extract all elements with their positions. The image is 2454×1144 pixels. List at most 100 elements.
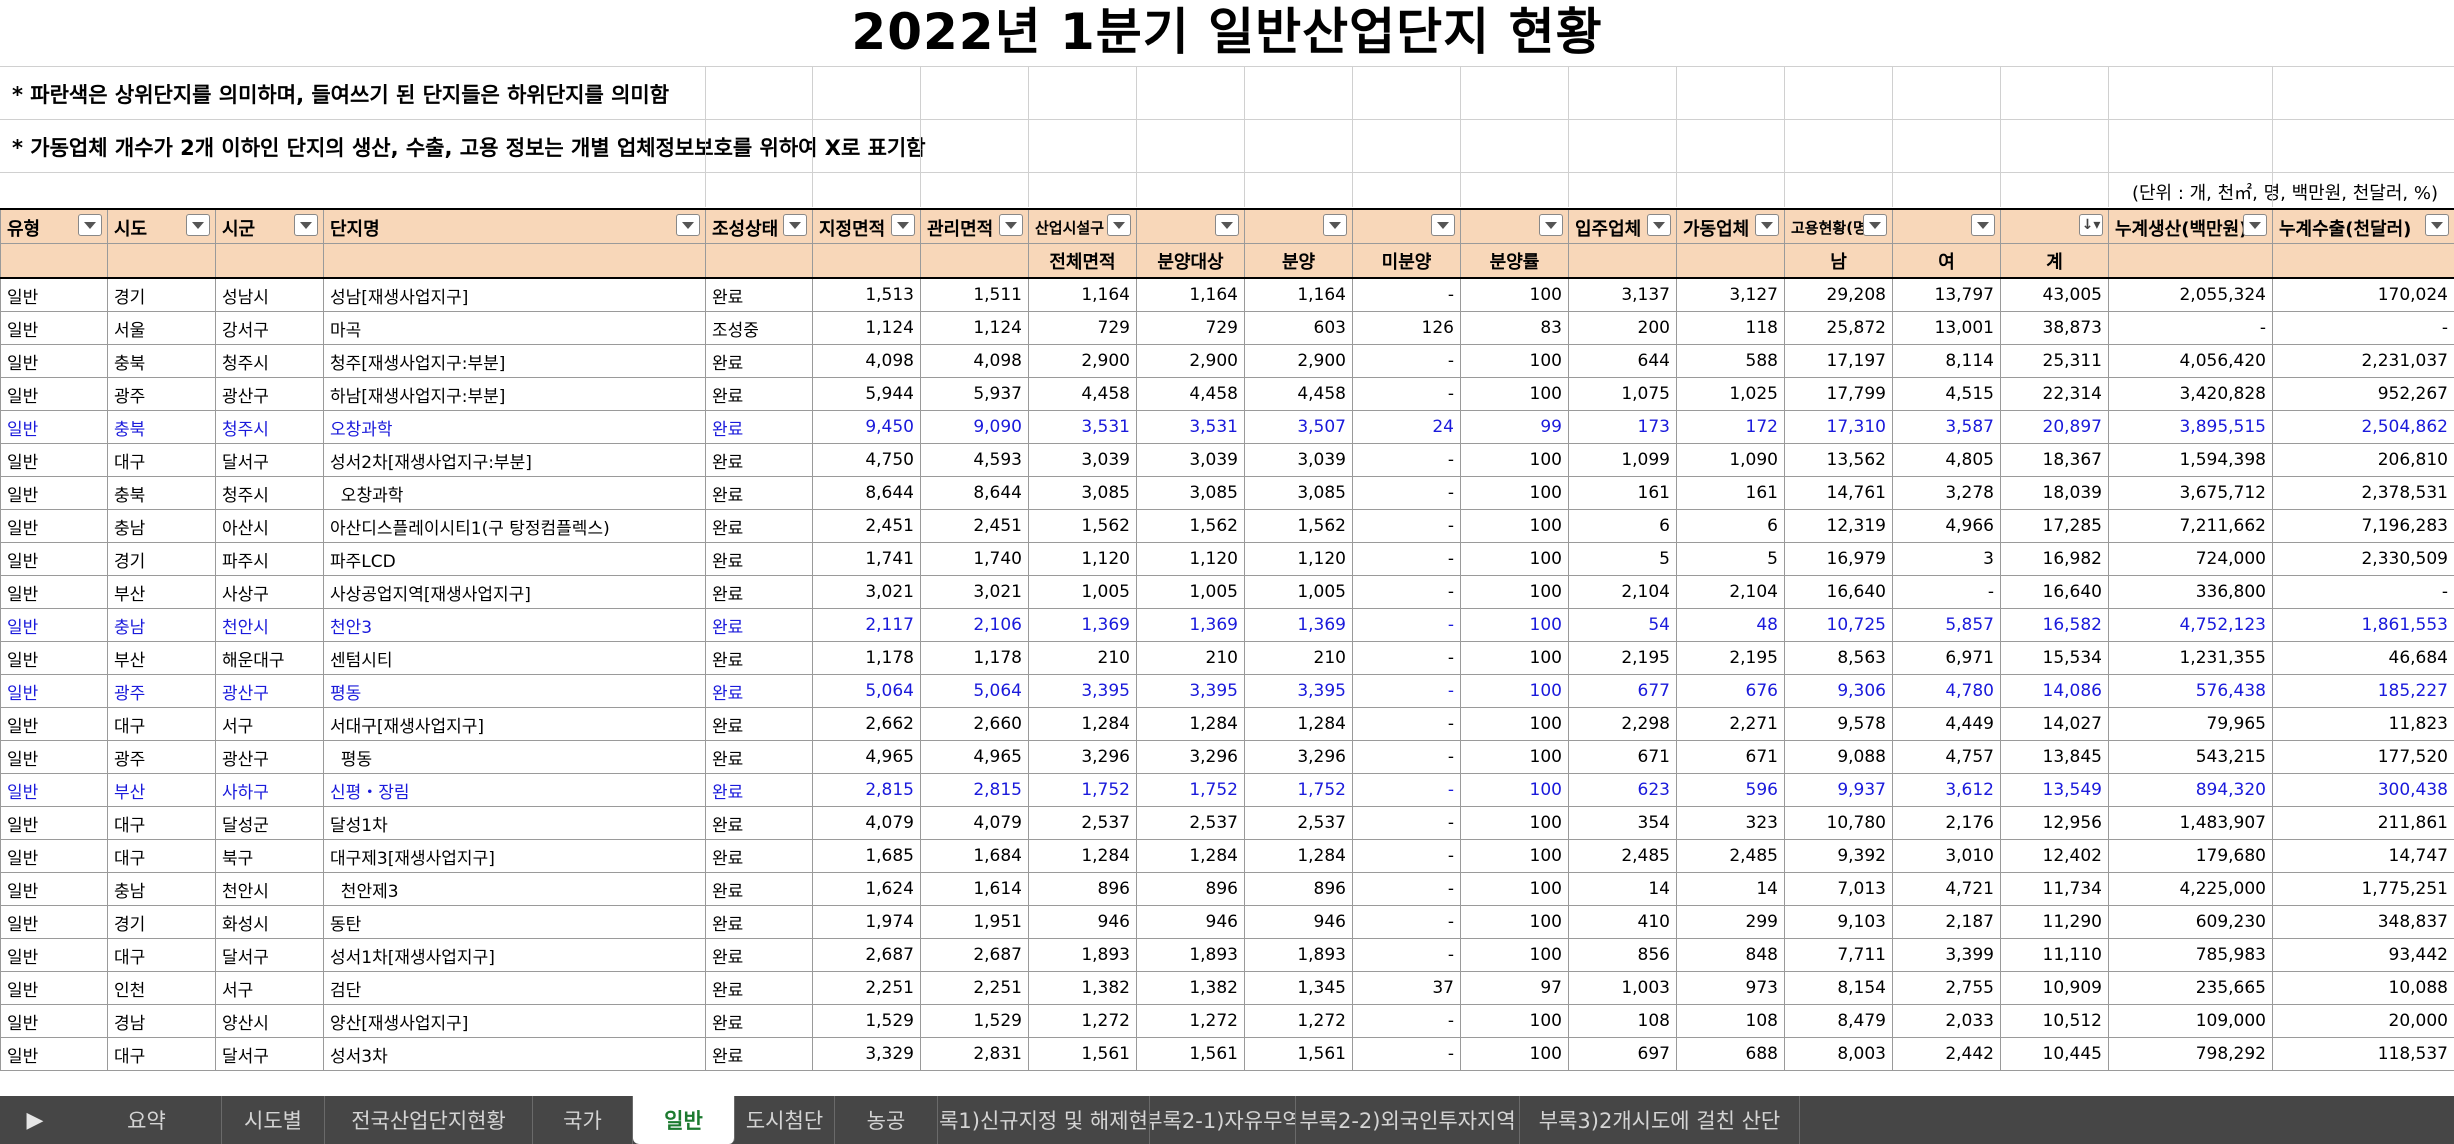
table-row[interactable]: 일반 충북 청주시 오창과학 완료 8,644 8,644 3,085 3,085 3,085-… xyxy=(0,476,2454,510)
table-cell[interactable]: 235,665 xyxy=(2108,971,2273,1005)
table-cell[interactable]: 7,211,662 xyxy=(2108,509,2273,543)
sheet-tab[interactable]: 부록1)신규지정 및 해제현황 xyxy=(938,1096,1150,1144)
table-cell[interactable]: 8,563 xyxy=(1784,641,1893,675)
table-cell[interactable]: 성서1차[재생사업지구] xyxy=(323,938,706,972)
table-cell[interactable]: 일반 xyxy=(0,872,108,906)
table-cell[interactable]: 2,900 xyxy=(1136,344,1245,378)
table-cell[interactable]: 5,937 xyxy=(920,377,1029,411)
table-cell[interactable]: 100 xyxy=(1460,641,1569,675)
table-cell[interactable]: 9,090 xyxy=(920,410,1029,444)
sheet-tab[interactable]: 부록2-1)자유무역 xyxy=(1150,1096,1296,1144)
filter-dropdown-icon[interactable] xyxy=(999,214,1023,236)
table-cell[interactable]: 100 xyxy=(1460,443,1569,477)
table-cell[interactable]: 2,815 xyxy=(812,773,921,807)
table-cell[interactable]: 일반 xyxy=(0,839,108,873)
table-cell[interactable]: 3,531 xyxy=(1028,410,1137,444)
table-cell[interactable]: 청주[재생사업지구:부분] xyxy=(323,344,706,378)
filter-dropdown-icon[interactable] xyxy=(186,214,210,236)
table-cell[interactable]: 93,442 xyxy=(2272,938,2454,972)
table-row[interactable]: 일반 부산 해운대구 센텀시티 완료 1,178 1,178 210 210 210-100 2,1… xyxy=(0,641,2454,675)
sheet-tab[interactable]: 부록3)2개시도에 걸친 산단 xyxy=(1520,1096,1800,1144)
table-cell[interactable]: 평동 xyxy=(323,674,706,708)
table-cell[interactable]: 100 xyxy=(1460,905,1569,939)
table-cell[interactable]: 부산 xyxy=(107,773,216,807)
table-cell[interactable]: 3,675,712 xyxy=(2108,476,2273,510)
table-cell[interactable]: 4,721 xyxy=(1892,872,2001,906)
table-cell[interactable]: 서구 xyxy=(215,971,324,1005)
table-cell[interactable]: 일반 xyxy=(0,905,108,939)
sheet-tab[interactable]: 부록2-2)외국인투자지역 xyxy=(1296,1096,1520,1144)
table-cell[interactable]: 596 xyxy=(1676,773,1785,807)
table-cell[interactable]: 대구 xyxy=(107,839,216,873)
table-cell[interactable]: 10,909 xyxy=(2000,971,2109,1005)
table-cell[interactable]: 1,284 xyxy=(1136,839,1245,873)
table-cell[interactable]: 광산구 xyxy=(215,377,324,411)
table-cell[interactable]: 1,382 xyxy=(1028,971,1137,1005)
table-cell[interactable]: - xyxy=(1352,806,1461,840)
table-cell[interactable]: 11,290 xyxy=(2000,905,2109,939)
table-cell[interactable]: 양산[재생사업지구] xyxy=(323,1004,706,1038)
table-cell[interactable]: 서대구[재생사업지구] xyxy=(323,707,706,741)
table-cell[interactable]: 4,225,000 xyxy=(2108,872,2273,906)
table-cell[interactable]: 경기 xyxy=(107,542,216,576)
table-cell[interactable]: 1,511 xyxy=(920,277,1029,312)
table-cell[interactable]: 798,292 xyxy=(2108,1037,2273,1071)
table-cell[interactable]: 1,120 xyxy=(1244,542,1353,576)
table-cell[interactable]: 108 xyxy=(1676,1004,1785,1038)
table-cell[interactable]: 완료 xyxy=(705,641,813,675)
table-cell[interactable]: 광주 xyxy=(107,674,216,708)
table-cell[interactable]: 1,974 xyxy=(812,905,921,939)
table-cell[interactable]: 7,196,283 xyxy=(2272,509,2454,543)
table-cell[interactable]: 5 xyxy=(1568,542,1677,576)
table-cell[interactable]: 3,395 xyxy=(1136,674,1245,708)
table-row[interactable]: 일반 서울 강서구 마곡 조성중 1,124 1,124 729 729 603 126 83 200 1… xyxy=(0,311,2454,345)
table-cell[interactable]: 광주 xyxy=(107,740,216,774)
table-cell[interactable]: 4,056,420 xyxy=(2108,344,2273,378)
table-row[interactable]: 일반 광주 광산구 하남[재생사업지구:부분] 완료 5,944 5,937 4,458 4,4… xyxy=(0,377,2454,411)
table-cell[interactable]: - xyxy=(1352,839,1461,873)
table-row[interactable]: 일반 충북 청주시 오창과학 완료 9,450 9,090 3,531 3,531 3,507 24… xyxy=(0,410,2454,444)
table-cell[interactable]: 사상공업지역[재생사업지구] xyxy=(323,575,706,609)
table-cell[interactable]: 100 xyxy=(1460,707,1569,741)
table-cell[interactable]: 완료 xyxy=(705,905,813,939)
table-cell[interactable]: 588 xyxy=(1676,344,1785,378)
play-right-icon[interactable]: ▶ xyxy=(26,1107,44,1133)
table-cell[interactable]: 북구 xyxy=(215,839,324,873)
table-cell[interactable]: 210 xyxy=(1136,641,1245,675)
table-cell[interactable]: 697 xyxy=(1568,1037,1677,1071)
table-cell[interactable]: 25,872 xyxy=(1784,311,1893,345)
table-cell[interactable]: 4,750 xyxy=(812,443,921,477)
table-cell[interactable]: 5 xyxy=(1676,542,1785,576)
table-cell[interactable]: 7,013 xyxy=(1784,872,1893,906)
table-cell[interactable]: 4,458 xyxy=(1136,377,1245,411)
table-cell[interactable]: 동탄 xyxy=(323,905,706,939)
table-cell[interactable]: 충남 xyxy=(107,509,216,543)
filter-dropdown-icon[interactable] xyxy=(676,214,700,236)
table-cell[interactable]: 1,740 xyxy=(920,542,1029,576)
col-header-tenants[interactable]: 입주업체 xyxy=(1568,208,1677,244)
table-cell[interactable]: 5,857 xyxy=(1892,608,2001,642)
table-cell[interactable]: 1,231,355 xyxy=(2108,641,2273,675)
filter-dropdown-icon[interactable] xyxy=(1539,214,1563,236)
table-cell[interactable]: 3,137 xyxy=(1568,277,1677,312)
table-cell[interactable]: 2,378,531 xyxy=(2272,476,2454,510)
col-header-employment[interactable]: 고용현황(명) xyxy=(1784,208,1893,244)
table-row[interactable]: 일반 대구 서구 서대구[재생사업지구] 완료 2,662 2,660 1,284 1,284 1… xyxy=(0,707,2454,741)
table-cell[interactable]: 43,005 xyxy=(2000,277,2109,312)
col-header-export[interactable]: 누계수출(천달러) xyxy=(2272,208,2454,244)
table-cell[interactable]: 17,799 xyxy=(1784,377,1893,411)
table-cell[interactable]: 3,395 xyxy=(1028,674,1137,708)
table-cell[interactable]: 2,451 xyxy=(920,509,1029,543)
table-cell[interactable]: 1,164 xyxy=(1244,277,1353,312)
table-cell[interactable]: 100 xyxy=(1460,476,1569,510)
table-cell[interactable]: 사상구 xyxy=(215,575,324,609)
table-cell[interactable]: 하남[재생사업지구:부분] xyxy=(323,377,706,411)
table-cell[interactable]: 16,982 xyxy=(2000,542,2109,576)
col-header-status[interactable]: 조성상태 xyxy=(705,208,813,244)
table-cell[interactable]: 1,178 xyxy=(920,641,1029,675)
sheet-tab[interactable]: 시도별 xyxy=(222,1096,325,1144)
table-cell[interactable]: 100 xyxy=(1460,806,1569,840)
table-cell[interactable]: 14,086 xyxy=(2000,674,2109,708)
table-cell[interactable]: 1,005 xyxy=(1244,575,1353,609)
filter-dropdown-icon[interactable] xyxy=(78,214,102,236)
